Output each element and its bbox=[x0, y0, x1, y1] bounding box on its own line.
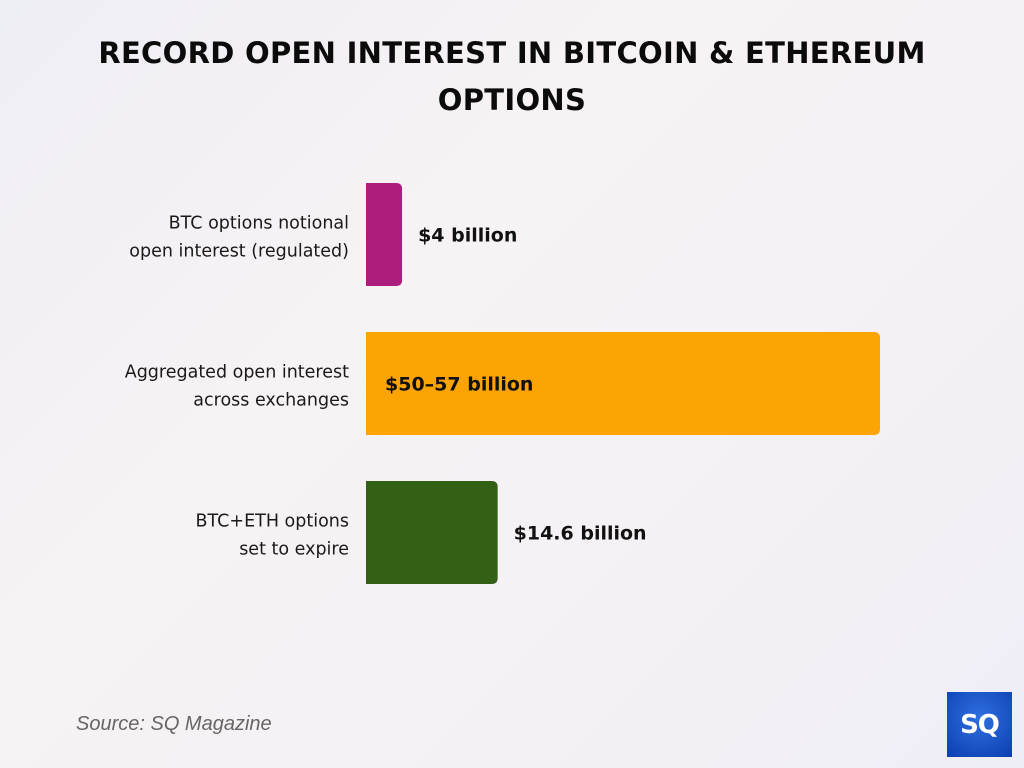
data-label: $50–57 billion bbox=[385, 374, 533, 396]
category-label: across exchanges bbox=[193, 391, 349, 411]
category-label: set to expire bbox=[239, 540, 349, 560]
data-label: $14.6 billion bbox=[514, 523, 647, 545]
category-label: Aggregated open interest bbox=[125, 363, 349, 383]
category-label: open interest (regulated) bbox=[129, 242, 349, 262]
chart-title: RECORD OPEN INTEREST IN BITCOIN & ETHERE… bbox=[98, 36, 926, 117]
bar bbox=[366, 183, 403, 286]
data-label: $4 billion bbox=[418, 225, 517, 247]
logo-text: SQ bbox=[960, 709, 1000, 740]
category-label: BTC options notional bbox=[169, 214, 349, 234]
sq-logo: SQ bbox=[947, 692, 1012, 757]
bar bbox=[366, 332, 880, 435]
bar bbox=[366, 481, 498, 584]
source-text: Source: SQ Magazine bbox=[76, 713, 272, 735]
category-label: BTC+ETH options bbox=[196, 512, 349, 532]
